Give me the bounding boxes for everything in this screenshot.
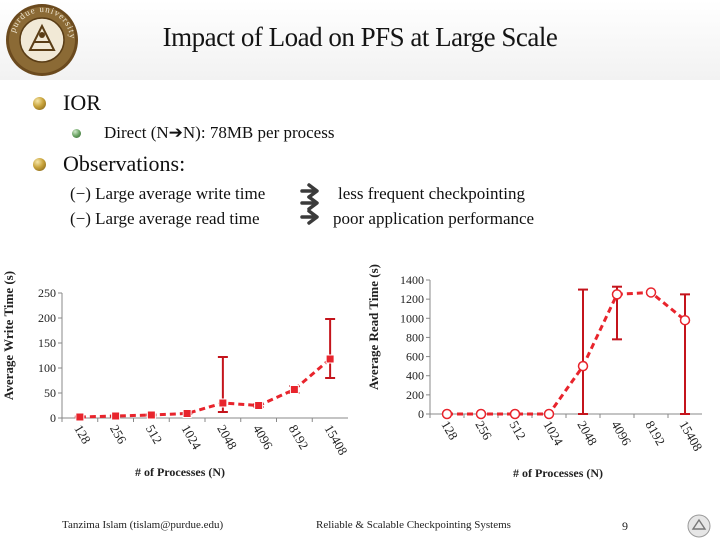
write-y-tick-label: 250 bbox=[38, 286, 56, 300]
read-x-tick-label: 15408 bbox=[676, 418, 705, 454]
observation-text: Large average write time bbox=[95, 184, 266, 203]
minus-prefix: (−) bbox=[70, 209, 91, 228]
double-arrow-icon bbox=[300, 183, 319, 225]
read-y-tick-label: 1000 bbox=[400, 311, 424, 325]
write-x-tick-label: 128 bbox=[71, 422, 94, 446]
bullet-ior: IOR bbox=[63, 90, 101, 115]
read-x-tick-label: 1024 bbox=[540, 418, 566, 448]
write-data-point bbox=[75, 412, 85, 422]
footer-center: Reliable & Scalable Checkpointing System… bbox=[316, 519, 511, 531]
read-data-point bbox=[611, 289, 623, 300]
result-write: less frequent checkpointing bbox=[338, 184, 525, 203]
read-x-axis-label: # of Processes (N) bbox=[513, 466, 603, 480]
read-y-tick-label: 800 bbox=[406, 330, 424, 344]
observation-text: Large average read time bbox=[95, 209, 260, 228]
read-y-tick-label: 200 bbox=[406, 388, 424, 402]
read-series-line bbox=[447, 290, 686, 416]
read-x-tick-label: 4096 bbox=[608, 418, 634, 448]
read-data-point bbox=[509, 408, 521, 420]
write-y-tick-label: 50 bbox=[44, 386, 56, 400]
read-data-point bbox=[679, 314, 691, 326]
read-data-point bbox=[475, 408, 487, 420]
write-data-point bbox=[254, 401, 264, 410]
write-data-point bbox=[325, 354, 335, 364]
read-y-tick-label: 1400 bbox=[400, 273, 424, 287]
bullet-observations: Observations: bbox=[63, 151, 186, 176]
observation-read: (−) Large average read time bbox=[70, 209, 260, 229]
write-series-line bbox=[79, 357, 332, 419]
sub-bullet-direct: Direct (N➔N): 78MB per process bbox=[104, 123, 335, 142]
slide-title: Impact of Load on PFS at Large Scale bbox=[162, 22, 558, 52]
read-data-point bbox=[577, 360, 589, 372]
read-y-tick-label: 0 bbox=[418, 407, 424, 421]
read-x-tick-label: 512 bbox=[506, 418, 529, 442]
read-time-chart: 0 200 400 600 800 1000 1200 1400 128 256 512 1024 20… bbox=[366, 264, 706, 480]
write-x-tick-label: 2048 bbox=[214, 422, 240, 452]
write-y-tick-label: 150 bbox=[38, 336, 56, 350]
university-seal-logo: purdue university bbox=[6, 4, 78, 76]
bullet-icon bbox=[33, 158, 46, 171]
read-y-tick-label: 600 bbox=[406, 350, 424, 364]
header-band bbox=[0, 0, 720, 80]
read-x-tick-label: 128 bbox=[438, 418, 461, 442]
read-y-tick-label: 400 bbox=[406, 369, 424, 383]
corner-logo-icon bbox=[687, 514, 711, 538]
read-data-point bbox=[543, 408, 555, 420]
write-data-point bbox=[182, 409, 192, 418]
read-y-axis-label: Average Read Time (s) bbox=[366, 264, 381, 390]
minus-prefix: (−) bbox=[70, 184, 91, 203]
write-data-point bbox=[111, 411, 121, 421]
write-data-point bbox=[289, 385, 299, 394]
read-data-point bbox=[645, 287, 657, 298]
footer-page-number: 9 bbox=[622, 519, 628, 533]
write-y-tick-label: 0 bbox=[50, 411, 56, 425]
read-x-tick-label: 8192 bbox=[642, 418, 668, 448]
write-x-tick-label: 1024 bbox=[179, 422, 205, 452]
read-data-point bbox=[441, 408, 453, 420]
footer-author: Tanzima Islam (tislam@purdue.edu) bbox=[62, 519, 224, 531]
write-x-tick-label: 512 bbox=[143, 422, 166, 446]
write-x-axis-label: # of Processes (N) bbox=[135, 465, 225, 479]
read-x-tick-label: 2048 bbox=[574, 418, 600, 448]
write-x-tick-label: 256 bbox=[107, 422, 130, 447]
write-y-tick-label: 100 bbox=[38, 361, 56, 375]
write-x-tick-label: 8192 bbox=[286, 422, 312, 452]
bullet-icon bbox=[33, 97, 46, 110]
write-data-point bbox=[146, 410, 156, 420]
read-x-tick-label: 256 bbox=[472, 418, 495, 443]
sub-bullet-icon bbox=[72, 129, 81, 138]
write-y-tick-label: 200 bbox=[38, 311, 56, 325]
write-y-axis-label: Average Write Time (s) bbox=[1, 271, 16, 400]
write-data-point bbox=[218, 398, 228, 408]
write-x-tick-label: 15408 bbox=[322, 422, 351, 458]
write-time-chart: 0 50 100 150 200 250 128 256 512 1024 2048 4096 8192… bbox=[1, 271, 351, 479]
result-read: poor application performance bbox=[333, 209, 535, 228]
write-x-tick-label: 4096 bbox=[250, 422, 276, 452]
observation-write: (−) Large average write time bbox=[70, 184, 265, 204]
read-y-tick-label: 1200 bbox=[400, 292, 424, 306]
